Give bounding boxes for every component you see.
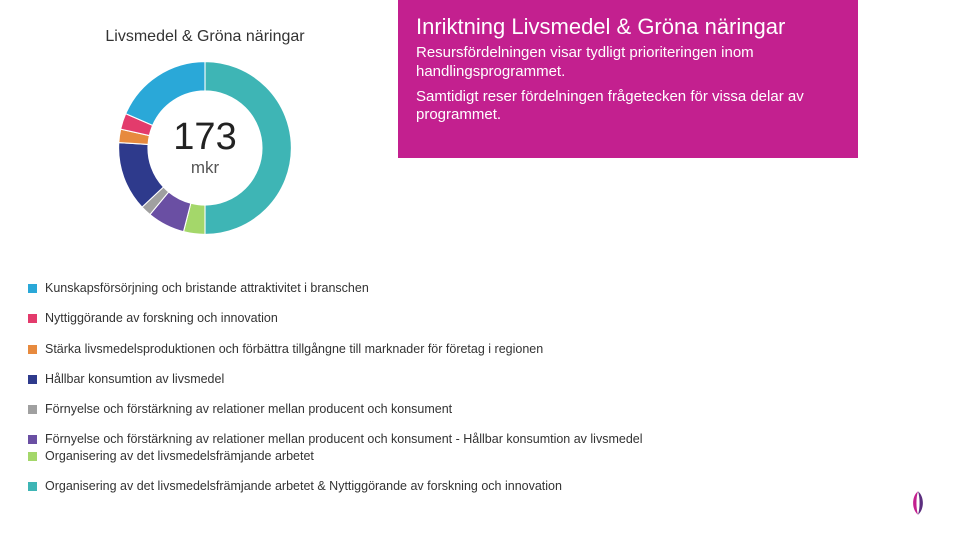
legend-label: Hållbar konsumtion av livsmedel [45,371,224,387]
logo-right-leaf [918,491,923,514]
legend-label: Förnyelse och förstärkning av relationer… [45,401,452,417]
logo-left-leaf [913,491,918,514]
legend-item: Förnyelse och förstärkning av relationer… [28,401,643,417]
legend-label: Förnyelse och förstärkning av relationer… [45,431,643,447]
legend-swatch [28,375,37,384]
legend-swatch [28,452,37,461]
legend-label: Stärka livsmedelsproduktionen och förbät… [45,341,543,357]
donut-slice [205,62,291,235]
legend-swatch [28,482,37,491]
donut-slice [126,62,205,126]
brand-logo [905,490,931,516]
legend-item: Förnyelse och förstärkning av relationer… [28,431,643,447]
callout-box: Inriktning Livsmedel & Gröna näringar Re… [398,0,858,158]
legend-swatch [28,345,37,354]
callout-paragraph: Resursfördelningen visar tydligt priorit… [416,44,840,82]
legend-swatch [28,435,37,444]
legend-label: Kunskapsförsörjning och bristande attrak… [45,280,369,296]
callout-paragraph: Samtidigt reser fördelningen frågetecken… [416,88,840,126]
legend-item: Hållbar konsumtion av livsmedel [28,371,643,387]
legend-label: Organisering av det livsmedelsfrämjande … [45,448,314,464]
legend-item: Nyttiggörande av forskning och innovatio… [28,310,643,326]
legend-swatch [28,405,37,414]
callout-title: Inriktning Livsmedel & Gröna näringar [416,14,840,40]
legend-item: Kunskapsförsörjning och bristande attrak… [28,280,643,296]
legend-label: Nyttiggörande av forskning och innovatio… [45,310,278,326]
legend-item: Organisering av det livsmedelsfrämjande … [28,448,643,464]
legend-swatch [28,314,37,323]
legend-swatch [28,284,37,293]
chart-title: Livsmedel & Gröna näringar [90,28,320,46]
legend: Kunskapsförsörjning och bristande attrak… [28,280,643,508]
legend-item: Stärka livsmedelsproduktionen och förbät… [28,341,643,357]
legend-label: Organisering av det livsmedelsfrämjande … [45,478,562,494]
donut-chart: 173 mkr [115,58,295,238]
legend-item: Organisering av det livsmedelsfrämjande … [28,478,643,494]
donut-svg [115,58,295,238]
